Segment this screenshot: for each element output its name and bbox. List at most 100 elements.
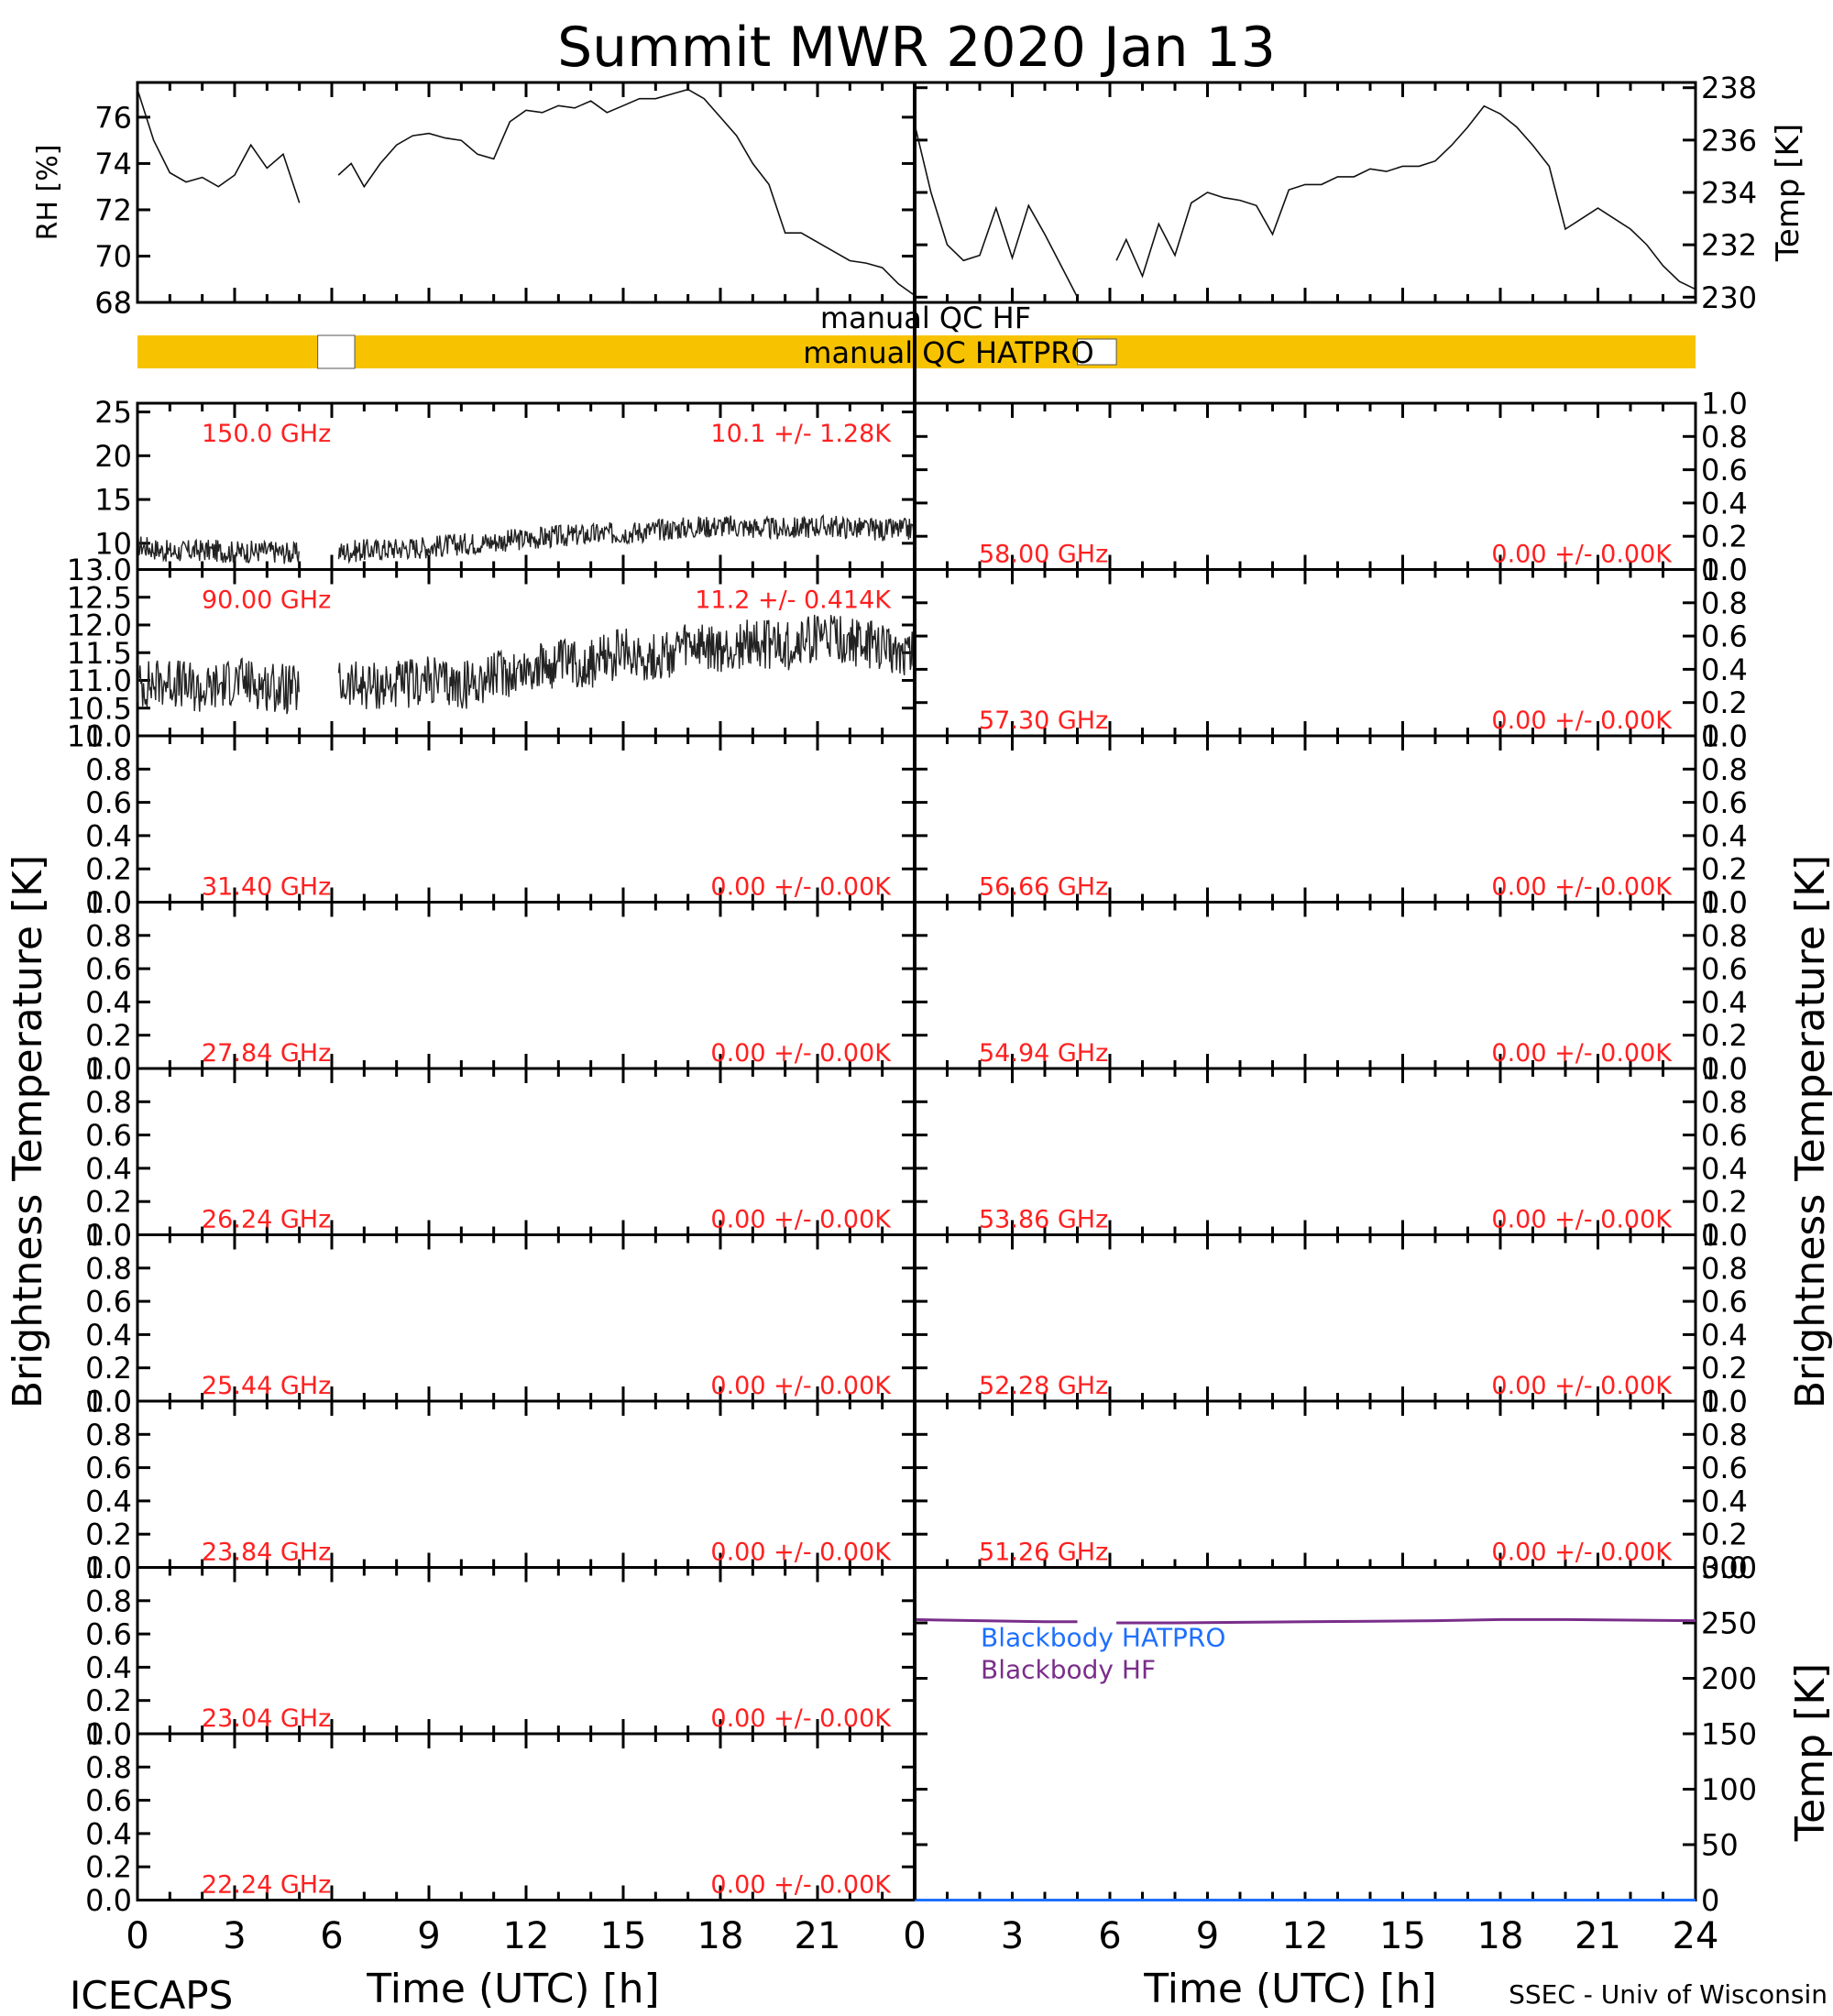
y-tick-label: 74: [94, 147, 132, 181]
y-tick-label: 0.2: [85, 852, 132, 887]
y-tick-label: 0.2: [85, 1185, 132, 1220]
panel-rh: 68 70 72 74 76 RH [%]: [32, 81, 916, 321]
y-tick-label: 12.0: [67, 608, 132, 643]
y-tick-label: 0.6: [1701, 619, 1748, 654]
y-tick-label: 0.8: [1701, 752, 1748, 787]
footer-right: SSEC - Univ of Wisconsin: [1509, 1979, 1828, 2010]
y-tick-label: 0.0: [1701, 1052, 1748, 1087]
chart-title: Summit MWR 2020 Jan 13: [557, 16, 1276, 80]
bt-52.28-label: 52.28 GHz: [979, 1372, 1108, 1400]
bt-57.30-stat: 0.00 +/- 0.00K: [1491, 707, 1673, 735]
x-tick-label-right: 6: [1098, 1915, 1121, 1957]
y-tick-label: 0.6: [1701, 952, 1748, 987]
panel-bt-26.24: 0.00.20.40.60.81.026.24 GHz 0.00 +/- 0.00…: [85, 1052, 916, 1253]
x-tick-label-right: 3: [1001, 1915, 1024, 1957]
y-tick-label: 0.0: [1701, 1550, 1748, 1585]
y-tick-label: 0.4: [1701, 486, 1748, 520]
y-tick-label: 0.2: [1701, 685, 1748, 720]
y-tick-label: 0.8: [1701, 420, 1748, 455]
y-tick-label: 1.0: [85, 1717, 132, 1752]
bt-56.66-label: 56.66 GHz: [979, 873, 1108, 902]
bt-54.94-stat: 0.00 +/- 0.00K: [1491, 1039, 1673, 1068]
panel-bt-23.84: 0.00.20.40.60.81.023.84 GHz 0.00 +/- 0.00…: [85, 1385, 916, 1585]
panel-bt-25.44: 0.00.20.40.60.81.025.44 GHz 0.00 +/- 0.00…: [85, 1218, 916, 1419]
bt-25.44-label: 25.44 GHz: [202, 1372, 331, 1400]
x-tick-label-right: 18: [1477, 1915, 1524, 1957]
y-tick-label: 72: [94, 192, 132, 227]
y-tick-label: 0.4: [85, 985, 132, 1020]
x-tick-label-right: 15: [1379, 1915, 1426, 1957]
blackbody-legend-0: Blackbody HATPRO: [981, 1623, 1225, 1653]
x-tick-label-left: 18: [697, 1915, 744, 1957]
y-tick-label: 0.6: [85, 1783, 132, 1818]
y-tick-label: 238: [1701, 71, 1757, 105]
qc-hatpro-gap: [317, 334, 356, 369]
x-axis-label-right: Time (UTC) [h]: [1143, 1966, 1436, 2012]
y-tick-label: 0.8: [1701, 1418, 1748, 1452]
y-tick-label: 0.0: [1701, 1385, 1748, 1419]
y-tick-label: 70: [94, 239, 132, 274]
y-tick-label: 0.8: [85, 1750, 132, 1785]
y-tick-label: 1.0: [1701, 885, 1748, 920]
y-tick-label: 1.0: [1701, 1218, 1748, 1253]
x-tick-label-left: 21: [795, 1915, 841, 1957]
y-tick-label: 234: [1701, 176, 1757, 211]
y-tick-label: 0.2: [1701, 520, 1748, 554]
y-tick-label: 0.0: [85, 1218, 132, 1253]
y-tick-label: 1.0: [85, 1550, 132, 1585]
y-tick-label: 0.0: [1701, 885, 1748, 920]
y-tick-label: 0.8: [1701, 918, 1748, 953]
y-tick-label: 1.0: [1701, 719, 1748, 754]
y-tick-label: 0.6: [85, 785, 132, 820]
panel-bt-150: 10 15 20 25 150.0 GHz 10.1 +/- 1.28K: [94, 395, 916, 571]
panel-bt-56.66: 0.00.20.40.60.81.056.66 GHz 0.00 +/- 0.00…: [913, 719, 1748, 920]
bt-51.26-stat: 0.00 +/- 0.00K: [1491, 1539, 1673, 1567]
bt-31.40-stat: 0.00 +/- 0.00K: [710, 873, 892, 902]
y-tick-label: 1.0: [85, 1052, 132, 1087]
bt-58.00-stat: 0.00 +/- 0.00K: [1491, 541, 1673, 569]
y-tick-label: 0.8: [85, 1583, 132, 1618]
bt-23.84-stat: 0.00 +/- 0.00K: [710, 1539, 892, 1567]
bt-51.26-label: 51.26 GHz: [979, 1539, 1108, 1567]
y-tick-label: 0.4: [1701, 1484, 1748, 1518]
x-tick-label-left: 15: [600, 1915, 647, 1957]
y-tick-label: 0.2: [1701, 1517, 1748, 1552]
bt-27.84-stat: 0.00 +/- 0.00K: [710, 1039, 892, 1068]
y-tick-label: 1.0: [1701, 1385, 1748, 1419]
y-tick-label: 0.0: [85, 1385, 132, 1419]
y-tick-label: 15: [94, 483, 132, 518]
y-tick-label: 0.8: [85, 1085, 132, 1120]
y-tick-label: 0.4: [85, 1484, 132, 1518]
bt-23.84-label: 23.84 GHz: [202, 1539, 331, 1567]
x-tick-label-left: 3: [223, 1915, 246, 1957]
y-tick-label: 0.6: [1701, 453, 1748, 488]
y-tick-label: 0.6: [1701, 1451, 1748, 1485]
y-tick-label: 10.5: [67, 691, 132, 726]
y-tick-label: 0.2: [85, 1018, 132, 1053]
y-tick-label: 0.2: [85, 1850, 132, 1885]
y-tick-label: 0.0: [85, 1550, 132, 1585]
qc-hf-label: manual QC HF: [820, 301, 1031, 335]
panel-blackbody: 0 50 100 150 200 250 300 Blackbody HATPROBlackb…: [913, 1550, 1833, 1918]
y-tick-label: 0.2: [1701, 852, 1748, 887]
footer-left: ICECAPS: [70, 1973, 233, 2016]
x-tick-label-right: 9: [1196, 1915, 1219, 1957]
panel-bt-31.40: 0.00.20.40.60.81.031.40 GHz 0.00 +/- 0.00…: [85, 719, 916, 920]
bt-90-label: 90.00 GHz: [202, 586, 331, 615]
rh-line: [137, 88, 916, 297]
y-tick-label: 250: [1701, 1606, 1757, 1641]
y-tick-label: 150: [1701, 1717, 1757, 1752]
bt-150-label: 150.0 GHz: [202, 420, 331, 448]
y-tick-label: 0.2: [85, 1683, 132, 1718]
y-tick-label: 0.2: [85, 1351, 132, 1386]
y-tick-label: 0.6: [85, 1451, 132, 1485]
y-tick-label: 1.0: [85, 719, 132, 754]
y-tick-label: 200: [1701, 1661, 1757, 1696]
y-tick-label: 0.6: [1701, 1118, 1748, 1153]
y-tick-label: 236: [1701, 123, 1757, 158]
bt-57.30-label: 57.30 GHz: [979, 707, 1108, 735]
x-tick-label-left: 9: [417, 1915, 440, 1957]
bt-31.40-label: 31.40 GHz: [202, 873, 331, 902]
bt-26.24-label: 26.24 GHz: [202, 1206, 331, 1234]
bt-90-stat: 11.2 +/- 0.414K: [695, 586, 892, 615]
